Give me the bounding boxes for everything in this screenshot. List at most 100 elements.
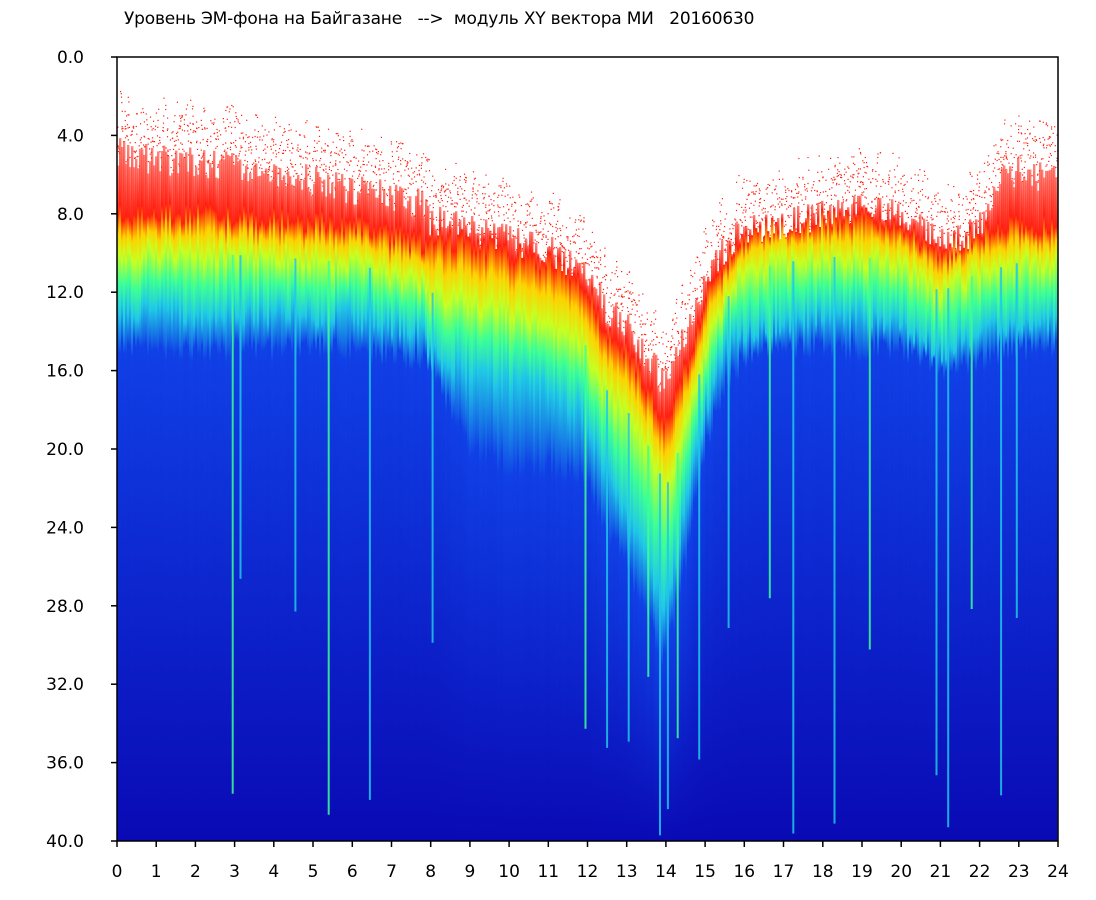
speckle <box>621 271 622 272</box>
speckle <box>246 134 247 135</box>
speckle <box>834 179 835 180</box>
speckle <box>991 201 992 202</box>
speckle <box>706 240 707 241</box>
speckle <box>363 164 364 165</box>
speckle <box>260 165 261 166</box>
speckle <box>826 202 827 203</box>
speckle <box>1049 136 1050 137</box>
speckle <box>414 216 415 217</box>
speckle <box>350 136 351 137</box>
speckle <box>421 162 422 163</box>
speckle <box>434 180 435 181</box>
speckle <box>626 291 627 292</box>
speckle <box>786 196 787 197</box>
speckle <box>309 165 310 166</box>
speckle <box>804 186 805 187</box>
speckle <box>1033 152 1034 153</box>
speckle <box>543 228 544 229</box>
speckle <box>918 180 919 181</box>
speckle <box>755 194 756 195</box>
speckle <box>812 205 813 206</box>
speckle <box>493 193 494 194</box>
speckle <box>623 327 624 328</box>
speckle <box>407 165 408 166</box>
speckle <box>725 250 726 251</box>
speckle <box>157 120 158 121</box>
speckle <box>231 127 232 128</box>
speckle <box>218 165 219 166</box>
speckle <box>835 195 836 196</box>
speckle <box>525 238 526 239</box>
speckle <box>531 199 532 200</box>
speckle <box>740 220 741 221</box>
speckle <box>725 218 726 219</box>
speckle <box>396 141 397 142</box>
speckle <box>979 183 980 184</box>
speckle <box>238 121 239 122</box>
speckle <box>782 179 783 180</box>
speckle <box>908 206 909 207</box>
speckle <box>268 163 269 164</box>
speckle <box>471 209 472 210</box>
speckle <box>270 146 271 147</box>
speckle <box>429 196 430 197</box>
speckle <box>927 178 928 179</box>
speckle <box>454 176 455 177</box>
speckle <box>1025 161 1026 162</box>
speckle <box>635 314 636 315</box>
speckle <box>427 159 428 160</box>
speckle <box>635 322 636 323</box>
speckle <box>846 172 847 173</box>
speckle <box>839 171 840 172</box>
speckle <box>947 218 948 219</box>
speckle <box>273 145 274 146</box>
speckle <box>529 206 530 207</box>
speckle <box>553 193 554 194</box>
speckle <box>1000 161 1001 162</box>
speckle <box>524 237 525 238</box>
speckle <box>963 223 964 224</box>
speckle <box>934 229 935 230</box>
speckle <box>805 189 806 190</box>
speckle <box>301 179 302 180</box>
speckle <box>446 189 447 190</box>
speckle <box>616 261 617 262</box>
speckle <box>549 203 550 204</box>
speckle <box>463 205 464 206</box>
speckle <box>322 181 323 182</box>
speckle <box>507 204 508 205</box>
speckle <box>285 131 286 132</box>
speckle <box>587 248 588 249</box>
speckle <box>405 189 406 190</box>
speckle <box>190 100 191 101</box>
speckle <box>973 208 974 209</box>
speckle <box>363 181 364 182</box>
speckle <box>528 205 529 206</box>
speckle <box>986 186 987 187</box>
speckle <box>674 324 675 325</box>
speckle <box>967 232 968 233</box>
speckle <box>730 239 731 240</box>
speckle <box>1043 147 1044 148</box>
speckle <box>329 167 330 168</box>
speckle <box>807 157 808 158</box>
speckle <box>274 129 275 130</box>
speckle <box>655 344 656 345</box>
speckle <box>614 293 615 294</box>
speckle <box>1039 138 1040 139</box>
speckle <box>511 206 512 207</box>
speckle <box>313 160 314 161</box>
speckle <box>127 124 128 125</box>
speckle <box>187 130 188 131</box>
speckle <box>416 167 417 168</box>
speckle <box>712 220 713 221</box>
speckle <box>919 169 920 170</box>
speckle <box>541 212 542 213</box>
x-tick-label: 7 <box>386 862 397 882</box>
speckle <box>207 139 208 140</box>
speckle <box>480 219 481 220</box>
speckle <box>985 203 986 204</box>
speckle <box>840 177 841 178</box>
speckle <box>338 135 339 136</box>
speckle <box>984 163 985 164</box>
